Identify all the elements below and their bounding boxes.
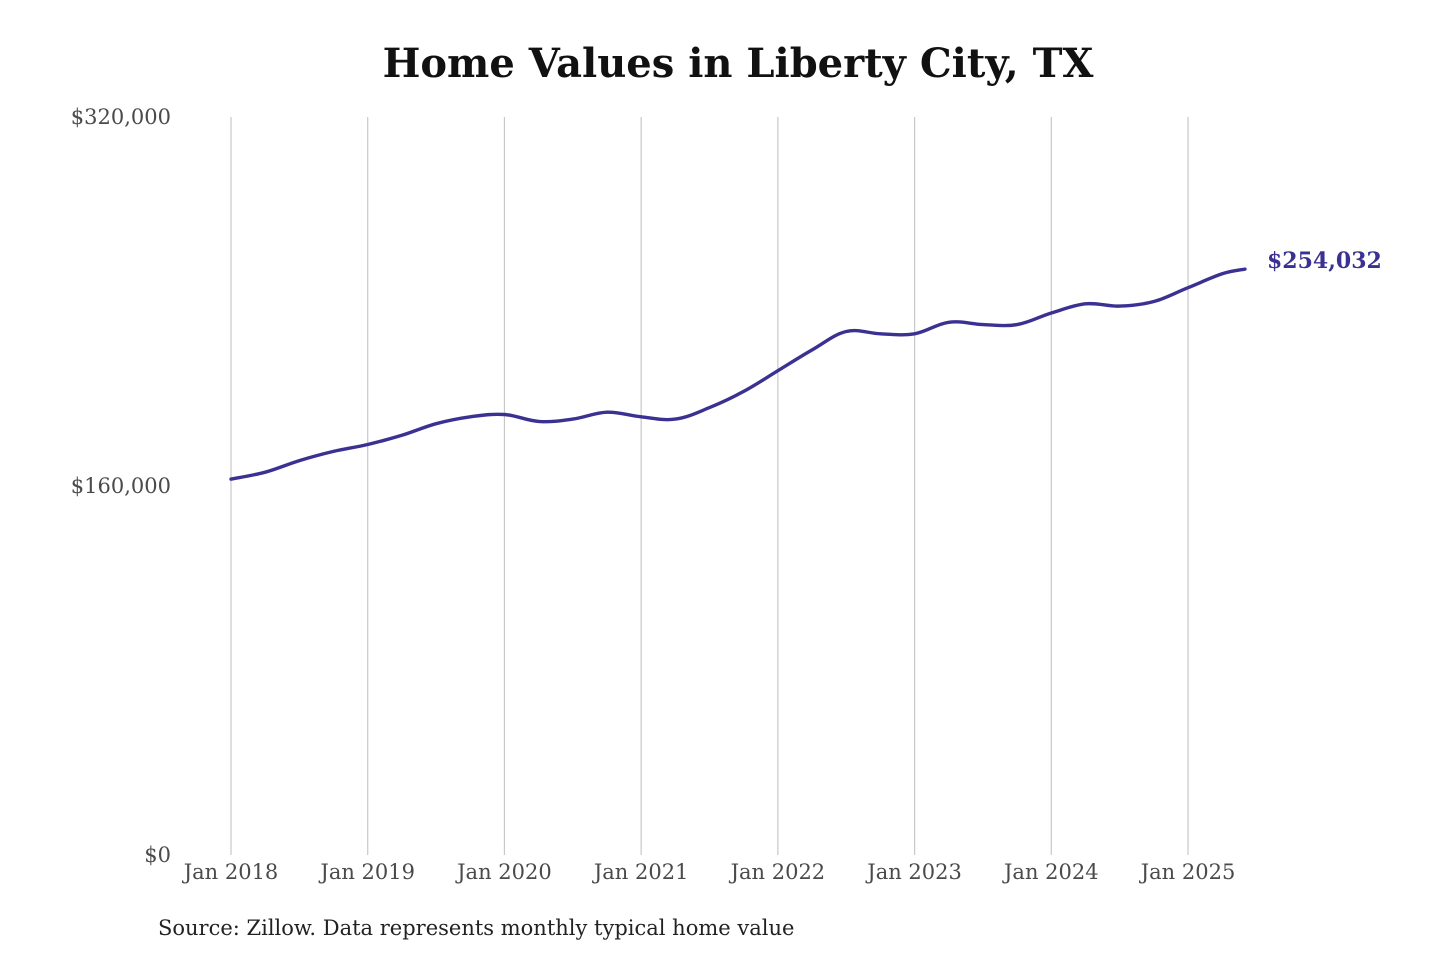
x-tick-label: Jan 2022 bbox=[729, 860, 826, 884]
y-tick-label: $0 bbox=[144, 843, 171, 867]
source-note: Source: Zillow. Data represents monthly … bbox=[158, 916, 795, 940]
series-line bbox=[229, 267, 1247, 481]
x-tick-label: Jan 2021 bbox=[592, 860, 689, 884]
x-tick-label: Jan 2023 bbox=[865, 860, 962, 884]
x-tick-label: Jan 2024 bbox=[1002, 860, 1099, 884]
x-tick-label: Jan 2025 bbox=[1139, 860, 1236, 884]
x-tick-label: Jan 2019 bbox=[318, 860, 415, 884]
y-tick-label: $160,000 bbox=[71, 474, 171, 498]
end-value-label: $254,032 bbox=[1267, 248, 1382, 274]
x-tick-label: Jan 2018 bbox=[182, 860, 279, 884]
chart-title: Home Values in Liberty City, TX bbox=[382, 40, 1094, 87]
x-tick-label: Jan 2020 bbox=[455, 860, 552, 884]
y-tick-label: $320,000 bbox=[71, 105, 171, 129]
